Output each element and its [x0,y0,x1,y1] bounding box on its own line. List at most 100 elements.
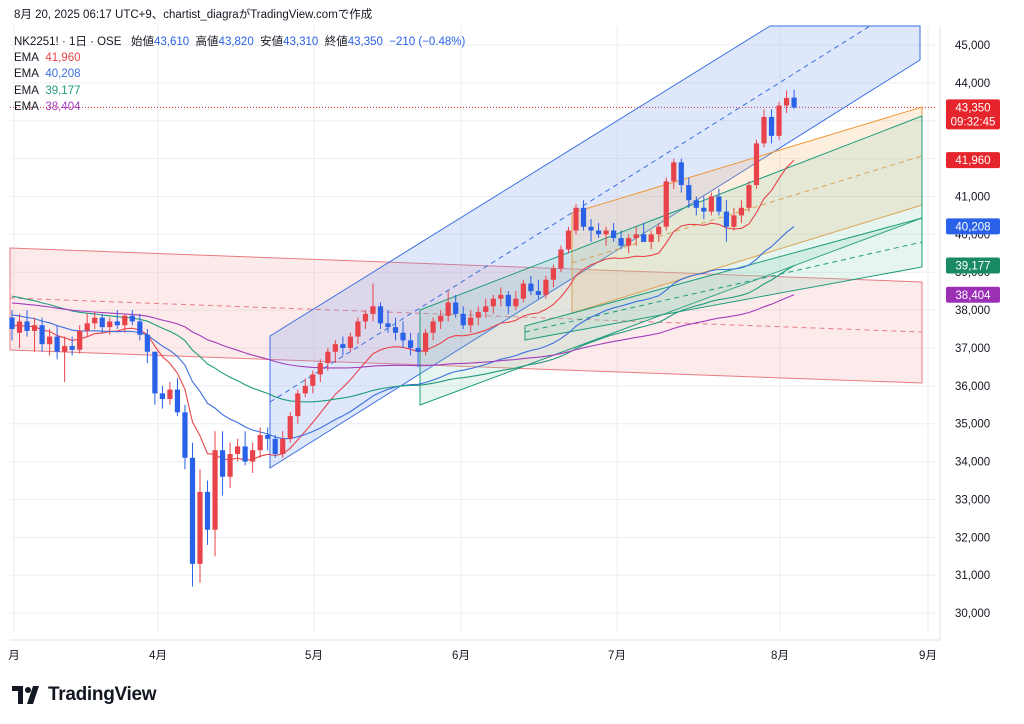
y-tick-label: 34,000 [955,457,990,469]
change-value: −210 (−0.48%) [389,36,466,48]
y-tick-label: 35,000 [955,419,990,431]
candle-body [317,363,323,375]
x-tick-label: 4月 [149,650,167,662]
candle-body [505,294,511,307]
price-tag-bg [946,218,1000,235]
candle-body [332,344,338,352]
candle-body [633,234,639,239]
candle [633,226,639,246]
candle [776,101,782,140]
candle-body [490,298,496,307]
candle [235,438,241,462]
candle-body [272,438,278,454]
blue-channel-mid [269,25,871,403]
candle-body [611,230,617,239]
candle-body [430,321,436,333]
candle-body [219,450,226,477]
candle-body [716,196,722,212]
candle [468,310,474,333]
candle-body [671,162,677,182]
candle [430,317,436,341]
candle [92,311,98,329]
candle-body [257,435,263,451]
candle [182,404,188,470]
candle [580,200,587,231]
tradingview-logo[interactable]: TradingView [12,684,157,706]
candle [611,222,617,242]
candle-body [129,315,135,322]
candle [761,109,767,148]
candle [167,382,173,405]
candle-body [400,332,406,341]
ema-legend-2[interactable]: EMA 40,208 [14,68,81,81]
y-tick-label: 32,000 [955,532,990,544]
candle [708,192,714,216]
candle-body [588,226,594,231]
candle [603,226,609,246]
y-tick-label: 38,000 [955,305,990,317]
candle-body [618,238,624,246]
candle-body [189,457,196,564]
ema-legend-4[interactable]: EMA 38,404 [14,100,81,113]
candle [716,188,722,216]
candle-body [302,385,308,394]
candle-body [159,393,165,400]
candle-body [565,230,572,250]
y-tick-label: 33,000 [955,494,990,506]
candle [144,329,150,364]
price-tag: 41,960 [946,152,1000,169]
price-tag: 43,350 09:32:45 [946,99,1000,130]
candle-body [528,283,534,292]
candle [189,442,196,587]
price-tag-bg [946,257,1000,274]
open-label: 始値 [130,36,154,48]
y-tick-label: 37,000 [955,343,990,355]
candle [565,226,572,254]
candle-body [423,332,429,352]
candle-body [362,313,369,322]
chart-legend: NK2251! · 1日 · OSE 始値43,610 高値43,820 安値4… [14,34,465,115]
candle-body [9,317,15,329]
low-label: 安値 [260,36,284,48]
candle-body [137,321,143,335]
ohlc-row: NK2251! · 1日 · OSE 始値43,610 高値43,820 安値4… [14,34,465,50]
price-tags: 43,350 09:32:45 41,960 40,208 39,177 38,404 [946,99,1000,303]
candle-body [250,450,256,462]
y-tick-label: 30,000 [955,608,990,620]
candle-body [738,207,745,216]
candle [701,196,707,220]
candle-body [370,306,376,314]
candle-body [603,230,609,235]
symbol-label[interactable]: NK2251! · 1日 · OSE [14,36,122,48]
ema-legend-1[interactable]: EMA 41,960 [14,52,81,65]
candle [107,317,113,335]
candle-body [144,334,150,352]
candle [490,294,496,314]
candle-body [648,234,654,242]
candle [648,230,654,250]
candle-body [641,234,647,242]
candle [31,317,38,352]
candle [453,294,459,318]
price-tag: 39,177 [946,257,1000,274]
candle [678,158,684,193]
channel-drawings [9,25,923,469]
candle [438,310,444,329]
candle [219,431,226,496]
candle-body [415,347,421,352]
candle [62,336,68,383]
candle-body [174,389,181,413]
candle [573,204,579,235]
red-channel [9,247,923,384]
candle [159,385,165,409]
candle [783,90,790,114]
price-tag-value: 41,960 [955,155,990,167]
ema-legend-3[interactable]: EMA 39,177 [14,84,81,97]
candle [475,306,481,326]
candle-body [280,438,286,454]
candle [129,310,135,326]
candle-body [761,116,767,144]
candle [250,442,256,473]
candle-body [783,97,790,106]
